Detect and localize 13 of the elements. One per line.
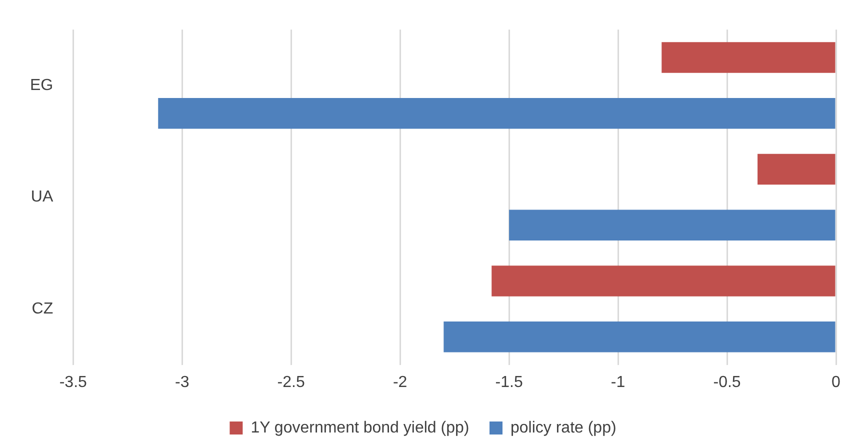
x-tick-label: -2.5 — [277, 374, 305, 391]
y-tick-label: CZ — [32, 300, 54, 318]
legend-label: 1Y government bond yield (pp) — [250, 419, 470, 436]
x-tick-label: -3 — [174, 374, 190, 391]
x-tick-label: -3.5 — [59, 374, 87, 391]
x-tick-label: -0.5 — [713, 374, 741, 391]
x-tick-label: -1.5 — [495, 374, 523, 391]
y-tick-label: EG — [30, 76, 54, 94]
x-tick-label: -1 — [610, 374, 626, 391]
y-tick-label: UA — [30, 188, 54, 206]
x-tick-label: 0 — [832, 374, 841, 391]
legend-label: policy rate (pp) — [510, 419, 616, 436]
x-tick-label: -2 — [392, 374, 408, 391]
